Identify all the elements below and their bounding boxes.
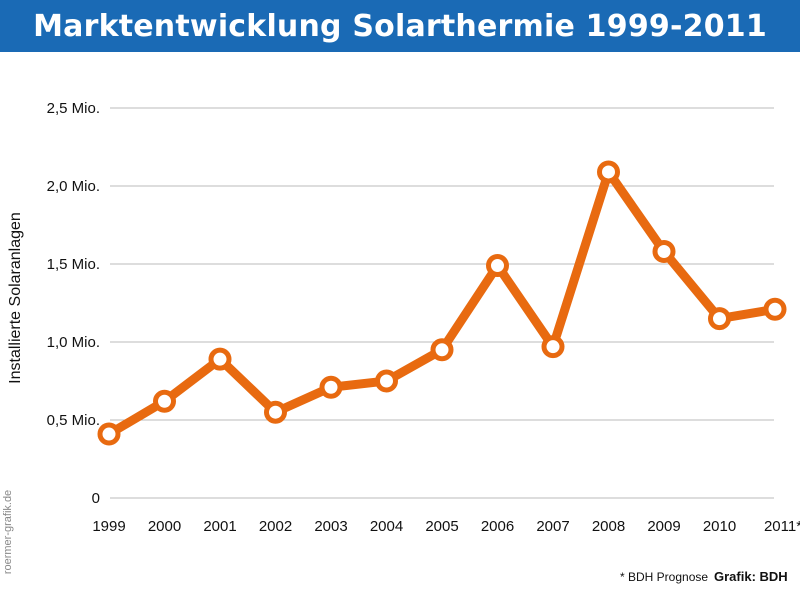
watermark-text: roermer-grafik.de — [2, 489, 14, 575]
data-point — [208, 347, 232, 371]
y-tick-label: 2,5 Mio. — [47, 100, 100, 117]
x-tick-label: 2005 — [425, 518, 458, 535]
x-tick-label: 2001 — [203, 518, 236, 535]
chart-title: Marktentwicklung Solarthermie 1999-2011 — [0, 0, 800, 52]
x-tick-labels: 1999 2000 2001 2002 2003 2004 2005 2006 2007 2008… — [92, 518, 800, 535]
y-tick-labels: 0 0,5 Mio. 1,0 Mio. 1,5 Mio. 2,0 Mio. 2,5 Mio… — [47, 100, 100, 507]
data-point — [97, 422, 121, 446]
x-tick-label: 2011* — [764, 518, 800, 535]
data-point — [486, 254, 509, 278]
data-point — [708, 307, 731, 331]
data-point — [430, 338, 454, 362]
gridlines — [110, 107, 774, 499]
x-tick-label: 2006 — [481, 518, 514, 535]
data-point — [597, 160, 620, 184]
x-tick-label: 2007 — [536, 518, 569, 535]
source-credit: Grafik: BDH — [714, 569, 788, 584]
footnote: * BDH Prognose — [620, 570, 709, 584]
data-point — [264, 400, 287, 424]
x-tick-label: 2004 — [370, 518, 403, 535]
x-tick-label: 2002 — [259, 518, 292, 535]
data-point — [375, 369, 398, 393]
series-line — [104, 167, 780, 439]
y-tick-label: 1,0 Mio. — [47, 334, 100, 351]
y-tick-label: 0 — [92, 490, 100, 507]
x-tick-label: 2010 — [703, 518, 736, 535]
y-tick-label: 1,5 Mio. — [47, 256, 100, 273]
data-point — [319, 375, 343, 399]
x-tick-label: 2000 — [148, 518, 181, 535]
data-point — [652, 240, 676, 264]
x-tick-label: 2009 — [647, 518, 680, 535]
y-tick-label: 2,0 Mio. — [47, 178, 100, 195]
series-line — [104, 167, 780, 439]
y-tick-label: 0,5 Mio. — [47, 412, 100, 429]
data-point — [763, 297, 787, 321]
x-tick-label: 2003 — [314, 518, 347, 535]
data-point — [153, 389, 176, 413]
x-tick-label: 1999 — [92, 518, 125, 535]
data-points — [97, 160, 787, 446]
data-point — [541, 335, 565, 359]
x-tick-label: 2008 — [592, 518, 625, 535]
